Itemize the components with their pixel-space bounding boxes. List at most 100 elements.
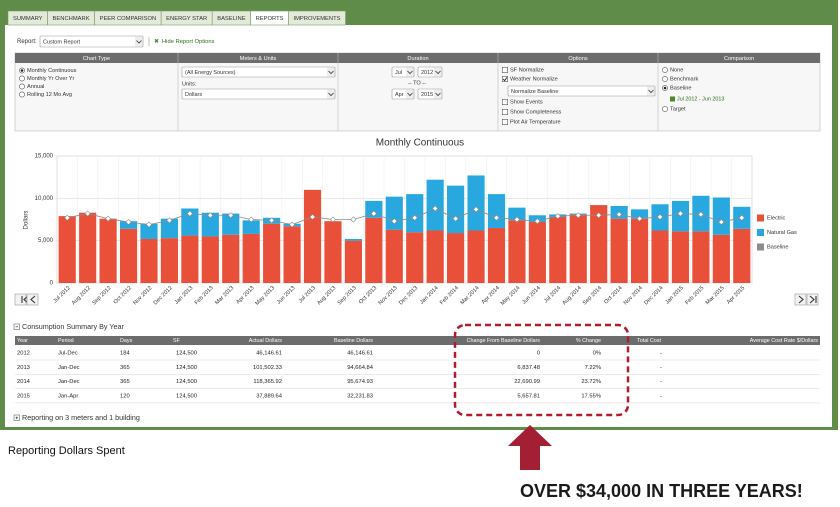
meter-select[interactable] bbox=[181, 66, 336, 78]
report-label: Report: bbox=[17, 39, 37, 45]
options-header-bar bbox=[15, 53, 820, 63]
bar bbox=[99, 218, 117, 283]
checkbox[interactable] bbox=[501, 109, 508, 116]
bar bbox=[712, 197, 730, 235]
baseline-select-text[interactable]: Normalize Baseline bbox=[511, 89, 558, 95]
bar bbox=[263, 223, 281, 283]
toggle-options[interactable]: Hide Report Options bbox=[162, 39, 215, 45]
units-select[interactable] bbox=[181, 88, 336, 100]
bar bbox=[406, 194, 424, 233]
callout: OVER $34,000 IN THREE YEARS! bbox=[520, 481, 803, 501]
units-select-text[interactable]: Dollars bbox=[185, 92, 202, 98]
to-year-select-text[interactable]: 2015 bbox=[421, 92, 433, 98]
chart-type-option[interactable]: Rolling 12 Mo Avg bbox=[27, 92, 72, 98]
option-item[interactable]: SF Normalize bbox=[510, 67, 544, 73]
comparison-option[interactable]: None bbox=[670, 67, 683, 73]
table-cell: 124,500 bbox=[176, 393, 197, 399]
comparison-option[interactable]: Benchmark bbox=[670, 76, 698, 82]
report-select[interactable] bbox=[39, 35, 144, 48]
section-title[interactable]: Consumption Summary By Year bbox=[22, 322, 124, 331]
option-item[interactable]: Plot Air Temperature bbox=[510, 119, 561, 125]
legend-label[interactable]: Electric bbox=[767, 215, 786, 221]
tab-label[interactable]: BASELINE bbox=[217, 16, 245, 22]
bar bbox=[426, 230, 444, 283]
baseline-marker bbox=[677, 210, 684, 217]
toggle-icon: ✖ bbox=[154, 38, 159, 45]
from-year-select-text[interactable]: 2012 bbox=[421, 70, 433, 76]
radio[interactable] bbox=[19, 83, 25, 90]
tab-label[interactable]: PEER COMPARISON bbox=[100, 16, 157, 22]
table-cell: 6,837.48 bbox=[517, 365, 540, 371]
comparison-option[interactable]: Target bbox=[670, 106, 686, 112]
select-arrow bbox=[435, 70, 441, 75]
bar bbox=[549, 216, 567, 283]
tab-label[interactable]: SUMMARY bbox=[13, 16, 43, 22]
table-cell: - bbox=[660, 379, 662, 385]
baseline-marker bbox=[656, 213, 664, 220]
bar bbox=[467, 175, 485, 231]
radio[interactable] bbox=[662, 67, 668, 73]
footer-text[interactable]: Reporting on 3 meters and 1 building bbox=[22, 413, 140, 422]
select-arrow bbox=[648, 89, 654, 94]
caption: Reporting Dollars Spent bbox=[8, 445, 125, 457]
tab-label[interactable]: BENCHMARK bbox=[53, 16, 90, 22]
chart-type-option[interactable]: Monthly Continuous bbox=[27, 68, 77, 74]
bar bbox=[79, 212, 97, 283]
checkbox[interactable] bbox=[501, 99, 508, 106]
bar bbox=[119, 228, 138, 283]
nav-button[interactable] bbox=[14, 293, 27, 306]
bar bbox=[671, 231, 690, 283]
bar bbox=[733, 228, 751, 283]
nav-icon bbox=[21, 295, 29, 304]
bar bbox=[242, 233, 260, 283]
baseline-marker bbox=[105, 215, 112, 222]
baseline-marker bbox=[411, 214, 418, 221]
table-cell: 17.55% bbox=[581, 393, 601, 399]
table-cell: 2015 bbox=[17, 393, 30, 399]
checkbox[interactable] bbox=[501, 67, 508, 74]
legend-label[interactable]: Baseline bbox=[767, 244, 788, 250]
legend-label[interactable]: Natural Gas bbox=[767, 230, 797, 236]
y-tick-label: 5,000 bbox=[38, 238, 54, 244]
baseline-select[interactable] bbox=[507, 85, 656, 97]
option-item[interactable]: Show Completeness bbox=[510, 109, 562, 115]
bar bbox=[344, 240, 362, 283]
bar bbox=[651, 230, 669, 283]
bar bbox=[487, 227, 506, 283]
select-arrow-box bbox=[135, 36, 143, 47]
checkbox[interactable] bbox=[501, 76, 508, 83]
comparison-option[interactable]: Baseline bbox=[670, 85, 691, 91]
tab-label[interactable]: REPORTS bbox=[256, 16, 284, 22]
bar bbox=[610, 218, 628, 283]
radio[interactable] bbox=[662, 76, 668, 82]
tab[interactable] bbox=[288, 10, 346, 26]
report-select-text[interactable]: Custom Report bbox=[43, 39, 80, 45]
baseline-range[interactable]: Jul 2012 - Jun 2013 bbox=[677, 96, 724, 102]
nav-button[interactable] bbox=[26, 293, 39, 306]
table-cell: 94,664.84 bbox=[347, 365, 374, 371]
select-arrow-box bbox=[406, 67, 414, 77]
bar bbox=[528, 222, 546, 283]
table-cell: 124,500 bbox=[176, 379, 197, 385]
radio[interactable] bbox=[662, 106, 668, 112]
radio[interactable] bbox=[19, 91, 25, 98]
chart-type-option[interactable]: Annual bbox=[27, 84, 44, 90]
table-cell: 23.72% bbox=[581, 379, 601, 385]
checkbox[interactable] bbox=[501, 119, 508, 126]
to-month-select-text[interactable]: Apr bbox=[395, 92, 404, 98]
option-item[interactable]: Show Events bbox=[510, 99, 543, 105]
table-header: Days bbox=[120, 338, 133, 344]
tab-label[interactable]: IMPROVEMENTS bbox=[293, 16, 340, 22]
option-item[interactable]: Weather Normalize bbox=[510, 76, 558, 82]
from-month-select-text[interactable]: Jul bbox=[395, 70, 402, 76]
nav-icon bbox=[809, 295, 817, 304]
bar bbox=[222, 213, 240, 235]
meter-select-text[interactable]: (All Energy Sources) bbox=[185, 70, 236, 76]
nav-button[interactable] bbox=[806, 293, 819, 306]
chart-type-option[interactable]: Monthly Yr Over Yr bbox=[27, 76, 74, 82]
bar bbox=[385, 229, 403, 283]
radio[interactable] bbox=[19, 75, 25, 82]
tab-label[interactable]: ENERGY STAR bbox=[166, 16, 207, 22]
nav-button[interactable] bbox=[794, 293, 807, 306]
